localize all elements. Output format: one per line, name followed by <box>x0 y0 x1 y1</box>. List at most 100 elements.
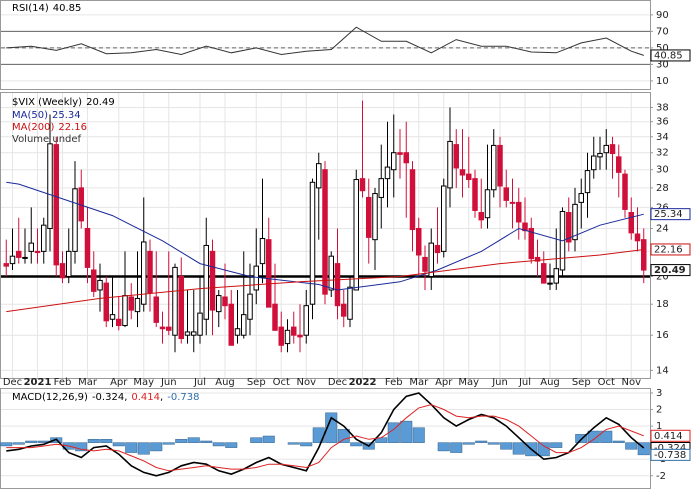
candle-body <box>109 314 116 320</box>
y-tick-label: 14 <box>656 365 669 376</box>
legend-text: 0.414 <box>131 392 160 403</box>
histogram-bar <box>625 442 638 450</box>
candle-body <box>616 156 622 173</box>
candle-body <box>534 256 541 262</box>
y-tick-label: 18 <box>656 299 669 310</box>
candle-body <box>291 326 297 336</box>
legend-text: MA(200) <box>12 122 54 133</box>
candle-body <box>72 188 78 252</box>
histogram-bar <box>475 440 488 443</box>
histogram-bar <box>462 442 475 445</box>
candle-body <box>497 144 503 187</box>
histogram-bar <box>287 442 300 445</box>
candle-body <box>372 193 378 241</box>
candle-body <box>203 244 209 320</box>
candle-body <box>541 263 547 284</box>
candle-body <box>141 241 147 305</box>
x-tick-label: Oct <box>273 377 290 388</box>
candle-body <box>47 143 53 229</box>
y-tick-label: -2 <box>656 471 666 482</box>
candle-body <box>384 166 391 180</box>
candle-body <box>441 185 447 252</box>
candle-body <box>428 242 434 277</box>
candle-body <box>147 250 153 294</box>
candle-body <box>572 203 578 241</box>
histogram-bar <box>262 435 275 443</box>
price-frame <box>0 92 651 379</box>
histogram-bar <box>100 439 113 443</box>
histogram-bar <box>162 442 175 445</box>
x-tick-label: May <box>458 377 479 388</box>
legend-text: $VIX (Weekly) <box>12 97 82 108</box>
histogram-bar <box>437 442 450 452</box>
x-tick-label: Nov <box>296 377 316 388</box>
candle-body <box>591 155 597 171</box>
candle-body <box>328 255 334 291</box>
y-tick-label: 10 <box>656 76 669 87</box>
candle-body <box>28 242 34 252</box>
candle-body <box>491 144 497 191</box>
x-tick-label: Sep <box>572 377 591 388</box>
legend-text: 20.49 <box>86 97 115 108</box>
candle-body <box>253 265 259 291</box>
histogram-bar <box>12 442 25 445</box>
histogram-bar <box>600 430 613 443</box>
candle-body <box>453 144 459 169</box>
histogram-bar <box>512 442 525 455</box>
legend-text: 25.34 <box>52 110 81 121</box>
candle-body <box>422 256 428 272</box>
candle-body <box>641 239 647 271</box>
candle-body <box>197 312 203 336</box>
candle-body <box>516 201 522 223</box>
x-tick-label: Sep <box>247 377 266 388</box>
candle-body <box>334 263 341 307</box>
x-tick-label: Jun <box>160 377 177 388</box>
candle-body <box>16 250 22 258</box>
candle-body <box>128 296 134 311</box>
candle-body <box>247 293 253 320</box>
candle-body <box>153 296 159 323</box>
x-tick-label: Jul <box>518 377 531 388</box>
x-tick-label: Feb <box>385 377 403 388</box>
value-flag-label: 25.34 <box>654 209 683 220</box>
candle-body <box>216 295 222 313</box>
candle-body <box>484 189 491 219</box>
candle-body <box>266 239 272 308</box>
candle-body <box>528 227 534 260</box>
candle-body <box>228 303 234 346</box>
line <box>6 26 644 56</box>
candle-body <box>41 224 47 252</box>
candle-body <box>91 269 97 292</box>
y-tick-label: 24 <box>656 223 669 234</box>
candle-body <box>272 303 278 331</box>
legend-text: , <box>160 392 163 403</box>
candle-body <box>284 329 291 345</box>
candle-body <box>366 196 372 238</box>
candle-body <box>234 328 241 336</box>
candle-body <box>459 169 466 176</box>
candle-body <box>409 169 416 231</box>
y-tick-label: 32 <box>656 148 669 159</box>
x-tick-label: Apr <box>110 377 128 388</box>
y-tick-label: 26 <box>656 202 669 213</box>
histogram-bar <box>587 430 600 443</box>
candle-body <box>609 144 616 155</box>
x-tick-label: Jun <box>491 377 508 388</box>
histogram-bar <box>187 437 200 443</box>
candle-body <box>322 169 328 295</box>
histogram-bar <box>87 439 100 443</box>
legend-text: -0.738 <box>167 392 199 403</box>
candle-body <box>103 282 109 322</box>
line <box>6 249 644 313</box>
candle-body <box>303 305 309 336</box>
value-flag <box>650 448 691 461</box>
candle-body <box>478 211 484 221</box>
legend-text: Volume undef <box>12 134 82 145</box>
candle-body <box>84 227 91 268</box>
candle-body <box>3 263 9 267</box>
legend-text: , <box>124 392 127 403</box>
candle-body <box>578 193 584 203</box>
candle-body <box>403 152 409 164</box>
histogram-bar <box>312 427 325 443</box>
